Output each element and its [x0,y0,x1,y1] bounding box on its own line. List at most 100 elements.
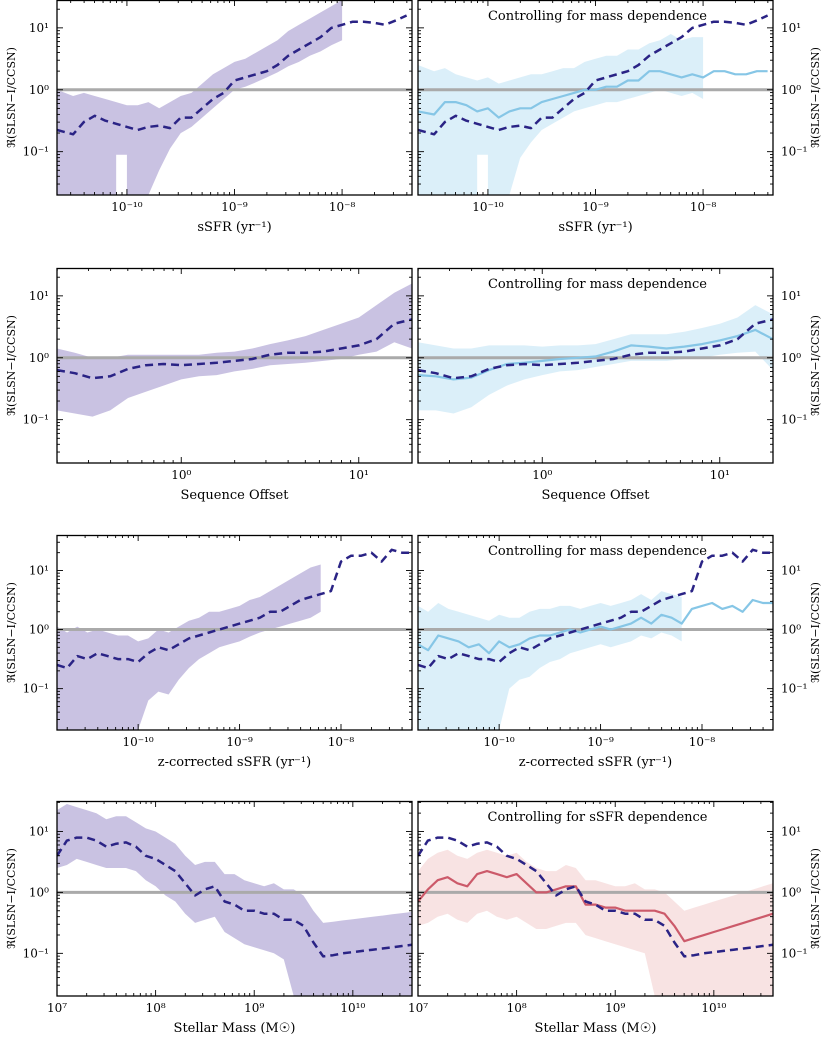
y-tick-label: 10⁰ [781,623,801,637]
panel-r4r: 10⁻¹ 10⁰ 10¹ 10⁷ 10⁸ 10⁹ 10¹⁰ Stellar Mass (M☉)… [408,800,822,1036]
confidence-band-0 [57,804,412,996]
confidence-band-0 [418,305,773,414]
y-tick-label: 10⁻¹ [23,946,49,960]
series-line-mass-controlled [418,70,768,119]
x-tick-label: 10⁷ [408,1001,428,1015]
confidence-band-0 [418,591,682,730]
y-axis-label: ℜ(SLSN−I/CCSN) [5,582,18,683]
x-tick-label: 10⁸ [507,1001,527,1015]
x-tick-label: 10⁻¹⁰ [472,200,503,214]
y-tick-label: 10⁻¹ [781,413,807,427]
series-line-slsn-i-ccsn [418,836,773,958]
y-tick-label: 10⁰ [29,351,49,365]
series-line-slsn-i-ccsn [418,548,773,670]
x-axis-label: z-corrected sSFR (yr⁻¹) [519,755,672,770]
x-tick-label: 10⁹ [605,1001,625,1015]
x-tick-label: 10¹⁰ [340,1001,365,1015]
x-tick-label: 10⁻⁹ [587,735,614,749]
y-tick-label: 10⁻¹ [781,682,807,696]
y-axis-label: ℜ(SLSN−I/CCSN) [5,848,18,949]
x-tick-label: 10⁷ [47,1001,67,1015]
x-tick-label: 10⁻⁹ [582,200,609,214]
plot-area [418,14,773,195]
y-tick-label: 10⁰ [781,83,801,97]
y-tick-label: 10⁰ [29,83,49,97]
series-line-slsn-i-ccsn [57,14,408,136]
series-line-mass-controlled [418,328,773,381]
panel-annotation: Controlling for mass dependence [488,277,707,292]
x-axis-label: Sequence Offset [542,488,651,503]
x-tick-label: 10⁻⁸ [329,200,356,214]
y-axis-label: ℜ(SLSN−I/CCSN) [809,47,822,148]
x-axis-label: sSFR (yr⁻¹) [197,220,271,235]
x-tick-label: 10⁻⁸ [328,735,355,749]
x-tick-label: 10⁰ [532,468,552,482]
panel-annotation: Controlling for mass dependence [488,544,707,559]
y-tick-label: 10¹ [781,563,801,577]
confidence-band-0 [57,564,321,730]
panel-r3r: 10⁻¹ 10⁰ 10¹ 10⁻¹⁰ 10⁻⁹ 10⁻⁸ z-corrected sSFR … [417,534,822,770]
x-axis-label: z-corrected sSFR (yr⁻¹) [158,755,311,770]
panel-annotation: Controlling for mass dependence [488,9,707,24]
x-tick-label: 10⁻⁹ [221,200,248,214]
y-axis-label: ℜ(SLSN−I/CCSN) [809,582,822,683]
y-tick-label: 10¹ [781,824,801,838]
panel-annotation: Controlling for sSFR dependence [488,810,708,825]
band-gap-0 [116,154,127,195]
plot-area [418,305,773,414]
y-axis-label: ℜ(SLSN−I/CCSN) [809,315,822,416]
x-tick-label: 10⁰ [171,468,191,482]
x-tick-label: 10⁻¹⁰ [111,200,142,214]
y-tick-label: 10⁻¹ [781,946,807,960]
x-tick-label: 10⁻⁸ [690,200,717,214]
series-line-slsn-i-ccsn [57,318,412,380]
plot-area [418,836,773,996]
y-tick-label: 10⁰ [29,885,49,899]
confidence-band-0 [57,0,343,195]
y-tick-label: 10⁻¹ [23,413,49,427]
x-axis-label: Stellar Mass (M☉) [535,1021,657,1036]
panel-r1r: 10⁻¹ 10⁰ 10¹ 10⁻¹⁰ 10⁻⁹ 10⁻⁸ sSFR (yr⁻¹) ℜ(SLSN… [417,0,822,235]
y-tick-label: 10⁰ [781,351,801,365]
y-tick-label: 10⁻¹ [23,145,49,159]
series-line-mass-controlled [418,598,773,655]
y-axis-label: ℜ(SLSN−I/CCSN) [809,848,822,949]
y-axis-label: ℜ(SLSN−I/CCSN) [5,315,18,416]
x-tick-label: 10⁻¹⁰ [123,735,154,749]
confidence-band-0 [418,34,704,195]
plot-area [57,0,412,195]
x-tick-label: 10⁸ [146,1001,166,1015]
series-line-ssfr-controlled [418,869,773,943]
y-tick-label: 10⁻¹ [23,682,49,696]
y-tick-label: 10¹ [781,289,801,303]
x-tick-label: 10¹ [349,468,369,482]
plot-area [57,548,412,730]
y-tick-label: 10⁰ [781,885,801,899]
panel-r1l: 10⁻¹ 10⁰ 10¹ 10⁻¹⁰ 10⁻⁹ 10⁻⁸ sSFR (yr⁻¹) ℜ(SLSN… [5,0,413,235]
x-tick-label: 10¹ [710,468,730,482]
x-tick-label: 10⁹ [244,1001,264,1015]
x-tick-label: 10⁻¹⁰ [484,735,515,749]
series-line-slsn-i-ccsn [418,318,773,380]
x-tick-label: 10¹⁰ [701,1001,726,1015]
band-gap-0 [477,154,488,195]
confidence-band-0 [418,849,773,996]
x-axis-label: sSFR (yr⁻¹) [558,220,632,235]
y-tick-label: 10¹ [29,563,49,577]
x-tick-label: 10⁻⁸ [689,735,716,749]
plot-area [57,804,412,996]
y-tick-label: 10¹ [781,21,801,35]
series-line-slsn-i-ccsn [57,836,412,958]
panel-r4l: 10⁻¹ 10⁰ 10¹ 10⁷ 10⁸ 10⁹ 10¹⁰ Stellar Mass (M☉)… [5,800,413,1036]
series-line-slsn-i-ccsn [57,548,412,670]
y-tick-label: 10¹ [29,289,49,303]
y-tick-label: 10⁻¹ [781,145,807,159]
plot-area [57,283,412,417]
y-axis-label: ℜ(SLSN−I/CCSN) [5,47,18,148]
y-tick-label: 10¹ [29,21,49,35]
x-tick-label: 10⁻⁹ [226,735,253,749]
x-axis-label: Stellar Mass (M☉) [174,1021,296,1036]
panel-r2r: 10⁻¹ 10⁰ 10¹ 10⁰ 10¹ Sequence Offset ℜ(SLSN−I/… [417,267,822,503]
y-tick-label: 10¹ [29,824,49,838]
